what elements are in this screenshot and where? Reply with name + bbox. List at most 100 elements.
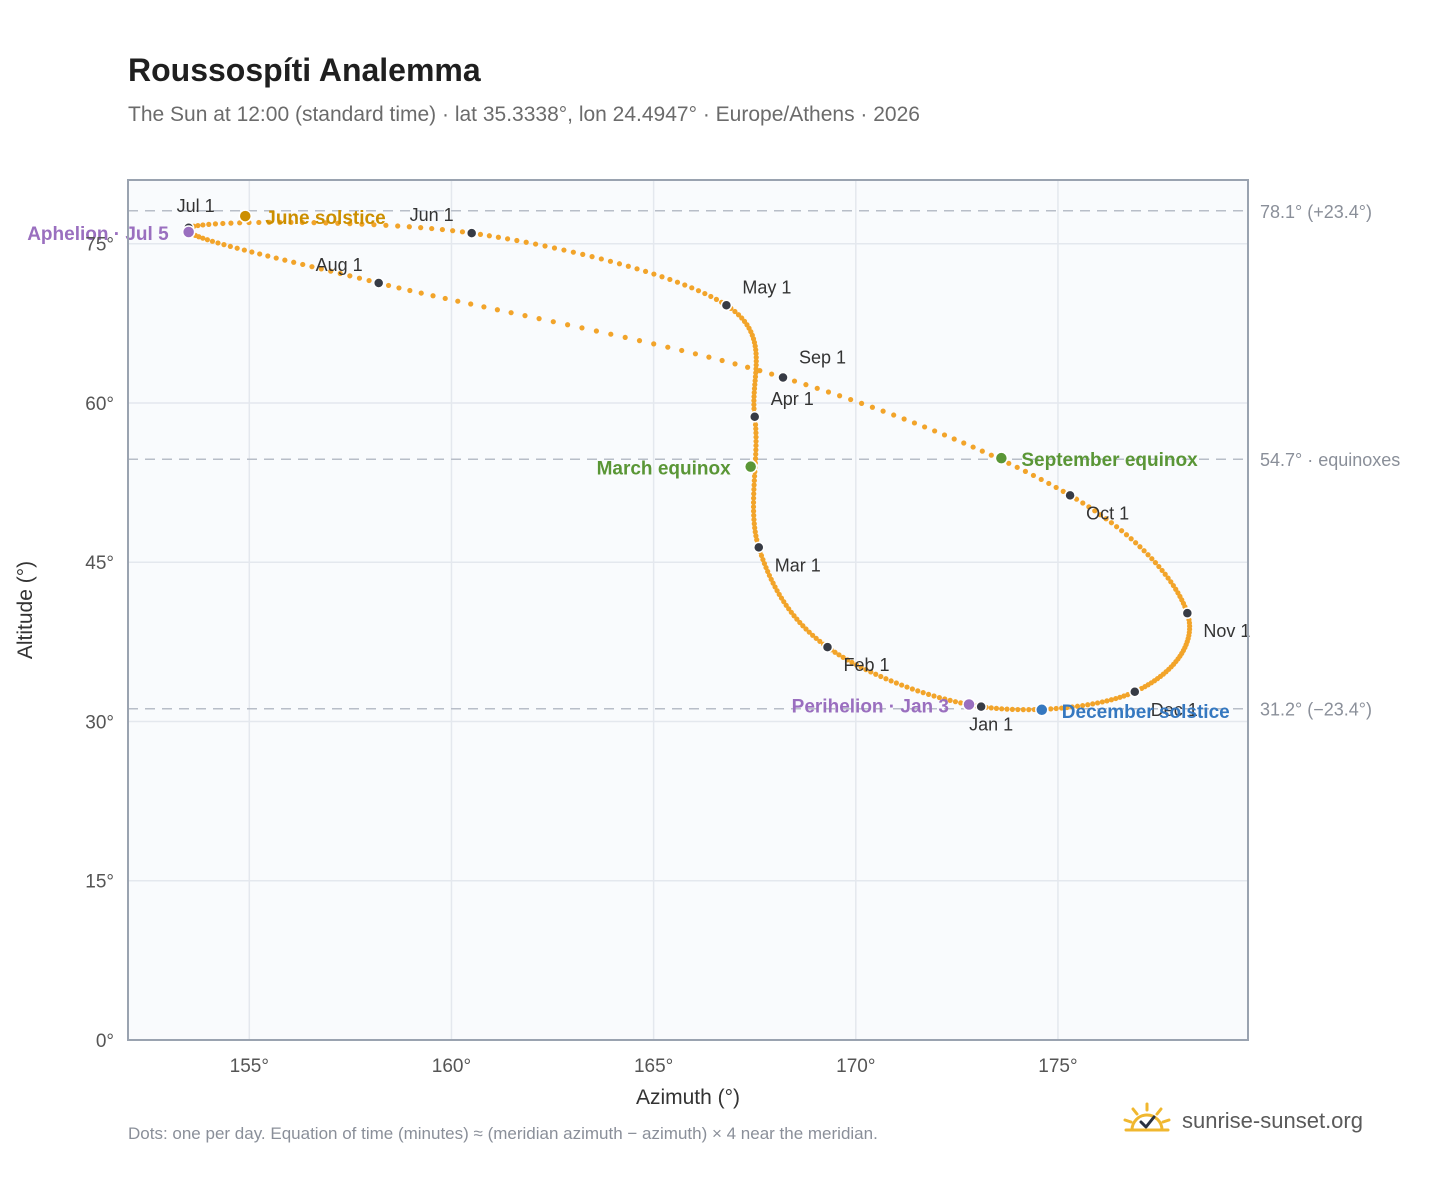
daily-sun-dot <box>682 282 688 288</box>
daily-sun-dot <box>1006 460 1012 466</box>
daily-sun-dot <box>429 225 435 232</box>
daily-sun-dot <box>750 504 757 510</box>
daily-sun-dot <box>642 268 649 275</box>
daily-sun-dot <box>1108 697 1115 703</box>
daily-sun-dot <box>385 282 392 289</box>
y-tick-label: 15° <box>85 872 114 893</box>
daily-sun-dot <box>751 398 757 404</box>
daily-sun-dot <box>814 385 820 391</box>
event-label: Aphelion · Jul 5 <box>27 224 169 245</box>
daily-sun-dot <box>849 659 855 665</box>
y-tick-label: 60° <box>85 394 114 415</box>
month-label: Oct 1 <box>1086 503 1129 523</box>
daily-sun-dot <box>265 253 271 259</box>
daily-sun-dot <box>625 263 631 269</box>
daily-sun-dot <box>514 237 520 244</box>
daily-sun-dot <box>616 261 623 267</box>
daily-sun-dot <box>806 629 812 635</box>
daily-sun-dot <box>1133 540 1139 546</box>
month-marker <box>821 641 834 653</box>
daily-sun-dot <box>751 386 758 392</box>
x-tick-label: 170° <box>836 1056 875 1077</box>
daily-sun-dot <box>753 442 759 449</box>
daily-sun-dot <box>920 690 926 696</box>
daily-sun-dot <box>406 224 412 230</box>
daily-sun-dot <box>732 361 738 367</box>
daily-sun-dot <box>751 512 757 518</box>
daily-sun-dot <box>607 258 614 264</box>
daily-sun-dot <box>915 688 921 694</box>
daily-sun-dot <box>1074 703 1081 709</box>
event-label: March equinox <box>597 459 732 480</box>
daily-sun-dot <box>347 221 353 227</box>
daily-sun-dot <box>1113 695 1119 702</box>
daily-sun-dot <box>751 477 757 484</box>
daily-sun-dot <box>961 440 967 446</box>
daily-sun-dot <box>753 438 759 444</box>
daily-sun-dot <box>1114 524 1120 530</box>
daily-sun-dot <box>901 416 907 422</box>
daily-sun-dot <box>942 696 948 702</box>
brand[interactable]: sunrise-sunset.org <box>1122 1102 1363 1139</box>
daily-sun-dot <box>1162 571 1168 577</box>
daily-sun-dot <box>580 251 586 257</box>
daily-sun-dot <box>745 364 751 370</box>
daily-sun-dot <box>665 344 671 350</box>
daily-sun-dot <box>266 219 272 225</box>
daily-sun-dot <box>1097 512 1104 518</box>
daily-sun-dot <box>486 233 492 239</box>
daily-sun-dot <box>719 357 725 364</box>
daily-sun-dot <box>844 657 851 663</box>
daily-sun-dot <box>1145 552 1151 558</box>
daily-sun-dot <box>869 404 876 410</box>
daily-sun-dot <box>689 285 695 291</box>
event-marker <box>181 225 196 239</box>
daily-sun-dot <box>206 221 212 227</box>
daily-sun-dot <box>904 684 910 690</box>
plot-frame <box>127 179 1249 1041</box>
daily-sun-dot <box>769 371 775 377</box>
month-marker <box>1064 489 1076 502</box>
daily-sun-dot <box>565 322 571 328</box>
daily-sun-dot <box>1152 560 1159 566</box>
month-marker <box>372 277 385 289</box>
daily-sun-dot <box>622 334 628 341</box>
daily-sun-dot <box>750 508 757 514</box>
x-tick-label: 160° <box>432 1056 471 1077</box>
event-marker <box>743 459 758 474</box>
daily-sun-dot <box>1064 704 1070 711</box>
reference-line-label: 54.7° · equinoxes <box>1260 450 1400 470</box>
x-tick-label: 155° <box>230 1056 269 1077</box>
daily-sun-dot <box>1159 567 1165 574</box>
daily-sun-dot <box>750 499 757 506</box>
daily-sun-dot <box>228 220 234 226</box>
daily-sun-dot <box>692 351 699 357</box>
daily-sun-dot <box>1030 472 1037 479</box>
daily-sun-dot <box>751 495 757 501</box>
daily-sun-dot <box>979 448 985 454</box>
month-label: Jun 1 <box>410 205 454 225</box>
daily-sun-dot <box>1119 528 1125 534</box>
daily-sun-dot <box>797 619 803 626</box>
daily-sun-dot <box>570 249 576 255</box>
daily-sun-dot <box>732 308 738 315</box>
daily-sun-dot <box>848 396 854 403</box>
daily-sun-dot <box>532 241 539 247</box>
month-marker <box>1181 607 1194 619</box>
daily-sun-dot <box>659 274 665 280</box>
daily-sun-dot <box>770 580 776 586</box>
y-tick-label: 75° <box>85 235 114 256</box>
daily-sun-dot <box>1026 707 1032 713</box>
daily-sun-dot <box>273 255 279 261</box>
daily-sun-dot <box>508 310 514 316</box>
daily-sun-dot <box>751 473 758 479</box>
daily-sun-dot <box>256 219 262 226</box>
y-tick-label: 30° <box>85 712 114 733</box>
daily-sun-dot <box>1090 701 1096 707</box>
month-label: Nov 1 <box>1203 621 1250 641</box>
daily-sun-dot <box>359 221 365 227</box>
daily-sun-dot <box>536 316 542 322</box>
daily-sun-dot <box>925 691 932 697</box>
y-tick-label: 45° <box>85 553 114 574</box>
daily-sun-dot <box>204 237 210 243</box>
